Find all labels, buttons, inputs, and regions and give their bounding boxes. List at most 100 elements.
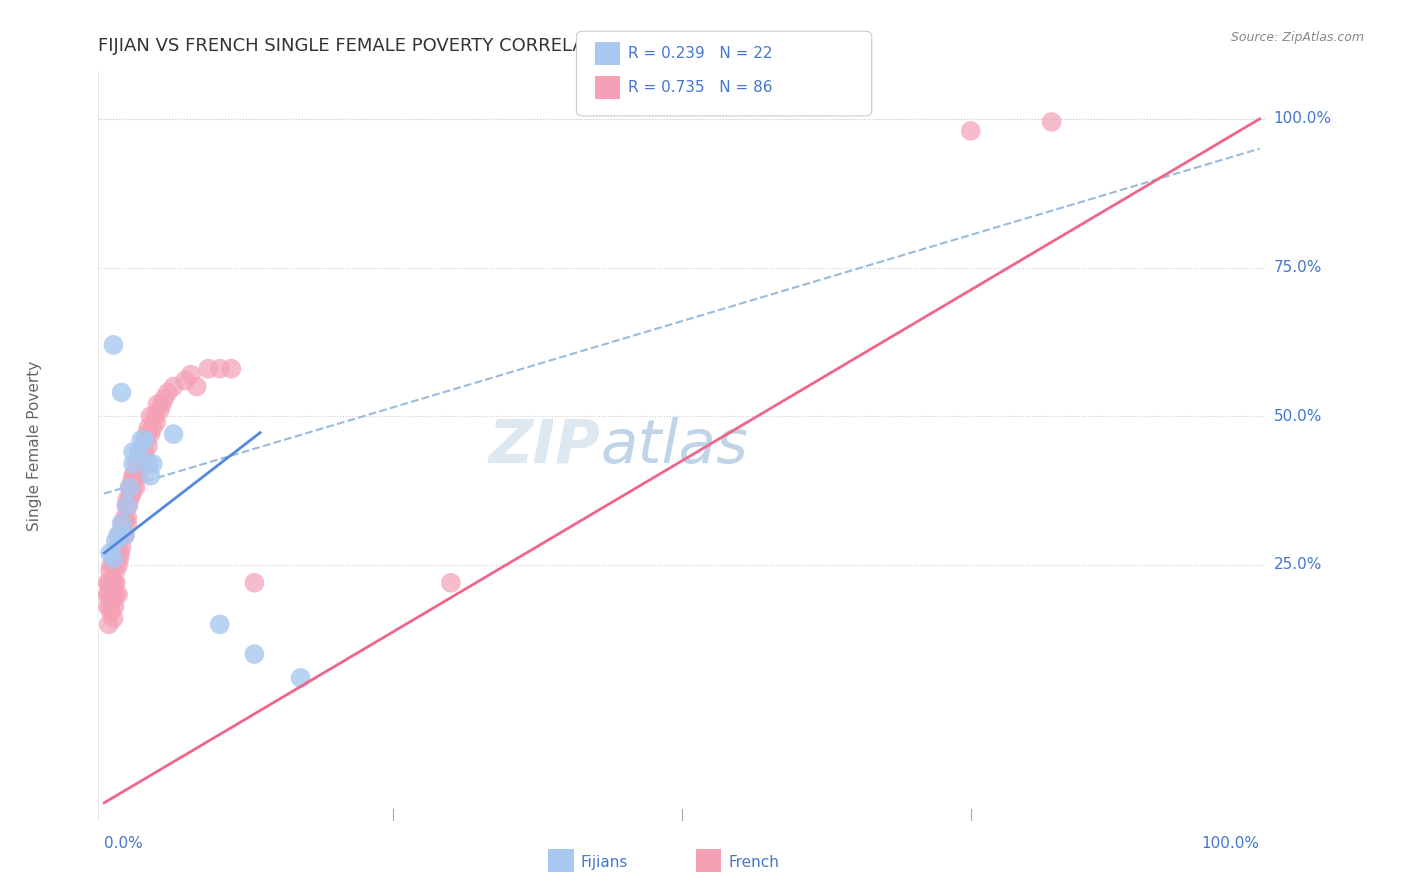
- Point: [112, 516, 135, 531]
- Point: [162, 427, 184, 442]
- Point: [110, 385, 132, 400]
- Point: [98, 564, 121, 578]
- Point: [128, 468, 150, 483]
- Text: 100.0%: 100.0%: [1202, 836, 1260, 850]
- Point: [114, 528, 136, 542]
- Point: [115, 499, 138, 513]
- Point: [136, 457, 159, 471]
- Point: [104, 575, 127, 590]
- Point: [143, 409, 166, 424]
- Point: [129, 445, 152, 459]
- Point: [124, 481, 146, 495]
- Text: ZIP: ZIP: [488, 417, 600, 475]
- Point: [97, 599, 120, 614]
- Point: [97, 617, 120, 632]
- Text: 75.0%: 75.0%: [1274, 260, 1322, 275]
- Point: [117, 499, 139, 513]
- Point: [110, 546, 132, 560]
- Point: [156, 385, 179, 400]
- Point: [103, 611, 125, 625]
- Point: [208, 361, 231, 376]
- Point: [110, 540, 132, 554]
- Text: French: French: [728, 855, 779, 870]
- Text: 0.0%: 0.0%: [104, 836, 143, 850]
- Point: [208, 617, 231, 632]
- Point: [132, 445, 155, 459]
- Point: [107, 558, 129, 572]
- Text: 100.0%: 100.0%: [1274, 112, 1331, 127]
- Point: [98, 599, 121, 614]
- Point: [162, 379, 184, 393]
- Point: [128, 445, 150, 459]
- Point: [243, 647, 266, 661]
- Point: [1040, 115, 1063, 129]
- Point: [186, 379, 208, 393]
- Point: [104, 588, 127, 602]
- Point: [110, 528, 132, 542]
- Point: [117, 492, 139, 507]
- Point: [101, 593, 124, 607]
- Point: [97, 588, 120, 602]
- Point: [100, 606, 122, 620]
- Point: [107, 588, 129, 602]
- Point: [136, 439, 159, 453]
- Point: [129, 457, 152, 471]
- Point: [129, 433, 152, 447]
- Point: [114, 510, 136, 524]
- Point: [146, 397, 169, 411]
- Point: [134, 433, 156, 447]
- Point: [103, 588, 125, 602]
- Point: [100, 558, 122, 572]
- Point: [243, 575, 266, 590]
- Point: [122, 468, 145, 483]
- Point: [153, 392, 176, 406]
- Point: [107, 540, 129, 554]
- Point: [117, 516, 139, 531]
- Point: [149, 403, 172, 417]
- Text: R = 0.735   N = 86: R = 0.735 N = 86: [628, 80, 773, 95]
- Text: Fijians: Fijians: [581, 855, 628, 870]
- Point: [120, 486, 142, 500]
- Point: [125, 457, 148, 471]
- Point: [121, 486, 143, 500]
- Point: [104, 534, 127, 549]
- Point: [111, 516, 134, 531]
- Point: [128, 450, 150, 465]
- Point: [142, 421, 165, 435]
- Text: atlas: atlas: [600, 417, 748, 475]
- Point: [108, 552, 131, 566]
- Point: [118, 481, 141, 495]
- Point: [959, 124, 981, 138]
- Point: [290, 671, 312, 685]
- Point: [118, 481, 141, 495]
- Point: [107, 528, 129, 542]
- Point: [100, 588, 122, 602]
- Point: [103, 338, 125, 352]
- Text: R = 0.239   N = 22: R = 0.239 N = 22: [628, 46, 773, 61]
- Text: FIJIAN VS FRENCH SINGLE FEMALE POVERTY CORRELATION CHART: FIJIAN VS FRENCH SINGLE FEMALE POVERTY C…: [98, 37, 695, 54]
- Point: [121, 475, 143, 489]
- Text: 25.0%: 25.0%: [1274, 558, 1322, 573]
- Point: [122, 445, 145, 459]
- Point: [97, 588, 120, 602]
- Point: [122, 481, 145, 495]
- Point: [122, 468, 145, 483]
- Point: [136, 427, 159, 442]
- Point: [128, 457, 150, 471]
- Point: [131, 450, 153, 465]
- Text: Source: ZipAtlas.com: Source: ZipAtlas.com: [1230, 31, 1364, 45]
- Point: [114, 528, 136, 542]
- Point: [139, 409, 162, 424]
- Point: [180, 368, 202, 382]
- Point: [134, 433, 156, 447]
- Point: [98, 546, 121, 560]
- Point: [118, 492, 141, 507]
- Point: [97, 575, 120, 590]
- Point: [134, 445, 156, 459]
- Point: [142, 457, 165, 471]
- Text: Single Female Poverty: Single Female Poverty: [27, 361, 42, 531]
- Text: 50.0%: 50.0%: [1274, 409, 1322, 424]
- Point: [97, 575, 120, 590]
- Point: [125, 468, 148, 483]
- Point: [108, 528, 131, 542]
